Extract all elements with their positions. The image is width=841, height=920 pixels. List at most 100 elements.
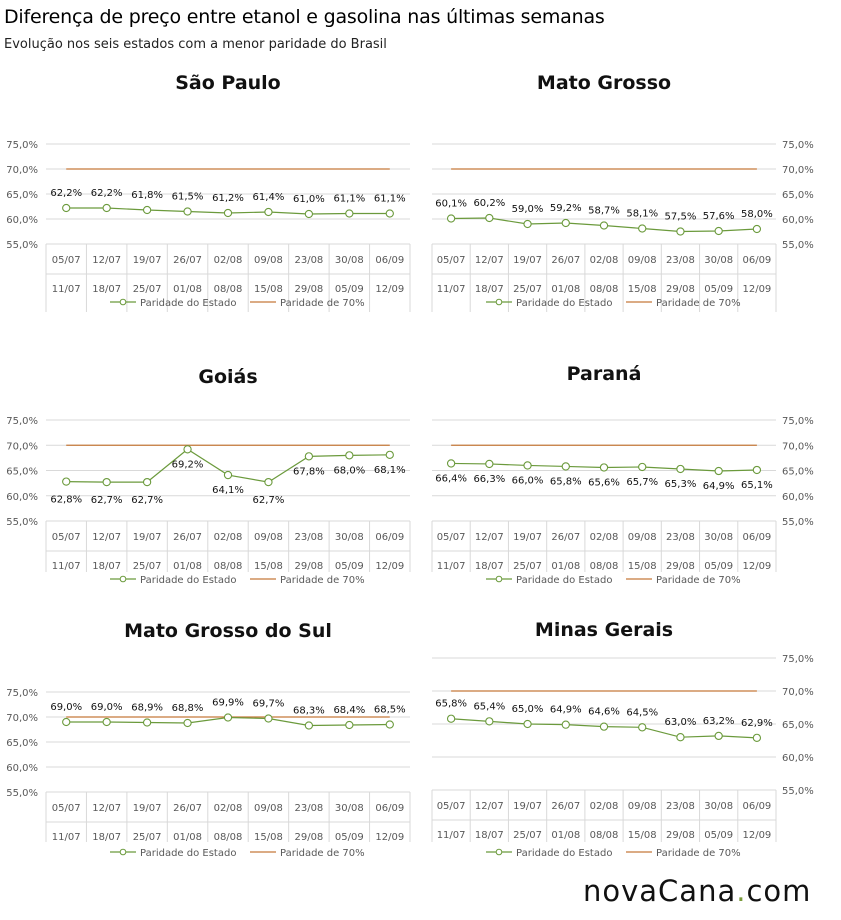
x-tick-label-start: 26/07: [551, 801, 580, 812]
x-tick-label-start: 30/08: [335, 803, 364, 814]
x-tick-label-start: 06/09: [375, 255, 404, 266]
data-label: 68,8%: [172, 703, 204, 714]
y-tick-label: 55,0%: [782, 240, 814, 251]
x-tick-label-end: 25/07: [133, 832, 162, 843]
data-point: [485, 459, 494, 469]
data-point: [714, 226, 723, 236]
x-tick-label-end: 05/09: [335, 284, 364, 295]
data-label: 62,2%: [50, 188, 82, 199]
chart-panel-minas-gerais: Minas Gerais 55,0% 60,0% 65,0% 70,0% 75,0% 05/…: [412, 612, 841, 868]
x-tick-label-end: 25/07: [133, 284, 162, 295]
x-tick-label-start: 19/07: [133, 532, 162, 543]
data-label: 61,4%: [253, 192, 285, 203]
chart-goias: Goiás 55,0% 60,0% 65,0% 70,0% 75,0% 05/07 11/07…: [6, 366, 411, 586]
data-point: [485, 717, 494, 726]
y-tick-label: 55,0%: [6, 517, 38, 528]
data-label: 68,1%: [374, 465, 406, 476]
x-tick-label-start: 26/07: [173, 532, 202, 543]
data-point: [102, 477, 111, 487]
data-point: [183, 445, 192, 454]
legend-label-state: Paridade do Estado: [140, 298, 236, 309]
data-label: 69,0%: [91, 702, 123, 713]
x-tick-label-start: 23/08: [294, 532, 323, 543]
data-point: [264, 207, 273, 217]
data-label: 68,5%: [374, 705, 406, 716]
x-tick-label-end: 25/07: [133, 561, 162, 572]
legend-marker-state: [119, 298, 127, 306]
x-tick-label-start: 02/08: [590, 532, 619, 543]
x-tick-label-start: 05/07: [437, 255, 466, 266]
data-label: 68,3%: [293, 706, 325, 717]
x-tick-label-start: 30/08: [704, 532, 733, 543]
x-tick-label-end: 01/08: [551, 561, 580, 572]
page-subtitle: Evolução nos seis estados com a menor pa…: [4, 37, 387, 52]
data-point: [264, 477, 273, 487]
x-tick-label-start: 05/07: [437, 532, 466, 543]
page-title: Diferença de preço entre etanol e gasoli…: [4, 6, 605, 28]
x-tick-label-start: 30/08: [704, 255, 733, 266]
data-point: [385, 209, 394, 218]
x-tick-label-end: 11/07: [437, 284, 466, 295]
x-tick-label-start: 19/07: [133, 255, 162, 266]
x-tick-label-end: 05/09: [335, 832, 364, 843]
x-tick-label-end: 18/07: [92, 284, 121, 295]
x-tick-label-start: 12/07: [475, 801, 504, 812]
data-label: 62,8%: [50, 495, 82, 506]
x-tick-label-start: 26/07: [551, 255, 580, 266]
data-point: [638, 462, 647, 472]
x-tick-label-start: 19/07: [133, 803, 162, 814]
data-point: [752, 733, 762, 743]
y-tick-label: 70,0%: [6, 713, 38, 724]
x-tick-label-end: 01/08: [551, 830, 580, 841]
y-tick-label: 65,0%: [6, 467, 38, 478]
y-tick-label: 70,0%: [782, 441, 814, 452]
x-tick-label-end: 01/08: [551, 284, 580, 295]
chart-title: São Paulo: [175, 72, 281, 94]
legend-marker-state: [119, 848, 127, 856]
legend-label-state: Paridade do Estado: [516, 298, 612, 309]
data-label: 61,8%: [131, 190, 163, 201]
chart-title: Minas Gerais: [535, 619, 673, 641]
x-tick-label-start: 09/08: [628, 801, 657, 812]
data-point: [752, 224, 762, 234]
data-label: 68,0%: [333, 465, 365, 476]
data-point: [304, 452, 314, 461]
x-tick-label-end: 18/07: [475, 561, 504, 572]
chart-panel-mato-grosso: Mato Grosso 55,0% 60,0% 65,0% 70,0% 75,0% 05/0…: [412, 64, 841, 320]
y-tick-label: 75,0%: [6, 140, 38, 151]
x-tick-label-start: 05/07: [52, 255, 81, 266]
data-point: [523, 461, 532, 470]
x-tick-label-start: 06/09: [742, 255, 771, 266]
data-point: [345, 209, 354, 218]
x-tick-label-end: 08/08: [590, 830, 619, 841]
data-label: 69,2%: [172, 459, 204, 470]
data-label: 65,1%: [741, 480, 773, 491]
x-tick-label-start: 30/08: [335, 255, 364, 266]
legend-label-reference: Paridade de 70%: [280, 848, 365, 859]
data-label: 68,9%: [131, 703, 163, 714]
y-tick-label: 60,0%: [782, 492, 814, 503]
data-label: 62,2%: [91, 188, 123, 199]
x-tick-label-end: 29/08: [666, 284, 695, 295]
data-point: [142, 718, 152, 727]
x-tick-label-start: 19/07: [513, 801, 542, 812]
legend-label-state: Paridade do Estado: [140, 575, 236, 586]
data-point: [385, 720, 394, 729]
chart-panel-mato-grosso-do-sul: Mato Grosso do Sul 55,0% 60,0% 65,0% 70,0% 75…: [0, 612, 420, 868]
x-tick-label-start: 02/08: [214, 255, 243, 266]
data-point: [446, 459, 456, 468]
data-label: 63,0%: [665, 717, 697, 728]
chart-sao-paulo: São Paulo 55,0% 60,0% 65,0% 70,0% 75,0% 05/07 1…: [6, 72, 411, 312]
data-label: 61,0%: [293, 194, 325, 205]
x-tick-label-end: 12/09: [375, 284, 404, 295]
y-tick-label: 60,0%: [782, 753, 814, 764]
data-label: 65,4%: [473, 701, 505, 712]
y-tick-label: 75,0%: [6, 416, 38, 427]
x-tick-label-start: 12/07: [92, 803, 121, 814]
x-tick-label-end: 05/09: [704, 830, 733, 841]
data-point: [523, 719, 532, 729]
data-label: 58,7%: [588, 206, 620, 217]
y-tick-label: 65,0%: [782, 467, 814, 478]
data-point: [62, 717, 71, 727]
data-label: 62,7%: [131, 495, 163, 506]
